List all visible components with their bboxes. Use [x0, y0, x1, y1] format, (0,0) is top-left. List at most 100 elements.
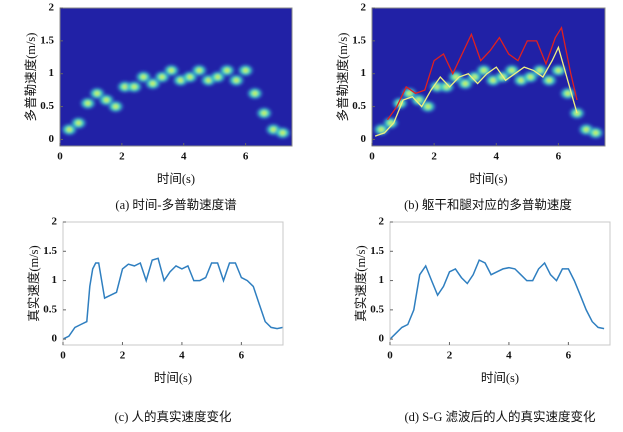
axes-frame	[371, 7, 606, 147]
x-tick-label: 6	[566, 350, 572, 362]
y-tick-label: 0.5	[352, 100, 366, 112]
x-tick-label: 2	[119, 151, 125, 163]
doppler-peak	[528, 74, 533, 80]
doppler-peak	[537, 68, 542, 73]
doppler-peak	[252, 91, 258, 96]
y-tick-label: 0	[52, 333, 58, 345]
x-tick-label: 2	[431, 151, 437, 163]
y-axis-label: 真实速度(m/s)	[353, 245, 368, 321]
y-tick-label: 0.5	[43, 303, 57, 315]
y-tick-label: 1.5	[370, 245, 384, 257]
y-tick-label: 1.5	[43, 245, 57, 257]
doppler-peak	[481, 68, 487, 73]
doppler-peak	[67, 127, 72, 132]
doppler-peak	[379, 127, 384, 132]
doppler-peak	[509, 68, 514, 73]
doppler-peak	[388, 120, 393, 126]
y-tick-label: 2	[361, 2, 367, 14]
doppler-peak	[416, 97, 421, 103]
doppler-peak	[159, 74, 165, 80]
panel: 0 0.5 1 1.5 2 0 2 4 6 时间(s) 多普勒速度(m/s) (a) 时间-多普勒速度…	[23, 2, 293, 212]
plot-frame	[389, 221, 611, 346]
y-axis-label: 真实速度(m/s)	[26, 245, 41, 321]
speed-line	[389, 259, 605, 340]
panel: 0 0.5 1 1.5 2 0 2 4 6 时间(s) 真实速度(m/s) (d) S-G 滤波后的人…	[353, 216, 611, 424]
doppler-peak	[85, 101, 91, 106]
caption: (b) 躯干和腿对应的多普勒速度	[404, 197, 572, 212]
doppler-peak	[574, 110, 580, 116]
axes-frame	[62, 221, 284, 346]
y-axis-label: 多普勒速度(m/s)	[23, 33, 38, 122]
y-tick-label: 1	[361, 67, 367, 79]
doppler-peak	[197, 68, 202, 73]
x-tick-label: 0	[369, 151, 375, 163]
y-tick-label: 2	[49, 2, 55, 14]
spectrogram-energy	[60, 63, 292, 140]
panel: 0 0.5 1 1.5 2 0 2 4 6 时间(s) 多普勒速度(m/s) (b) 躯干和腿对应的多…	[335, 2, 606, 212]
doppler-peak	[243, 68, 248, 73]
y-axis-label: 多普勒速度(m/s)	[335, 33, 350, 122]
speed-line	[62, 257, 284, 340]
spectrogram-energy	[372, 63, 605, 140]
doppler-peak	[472, 74, 477, 80]
x-tick-label: 4	[181, 151, 187, 163]
doppler-peak	[280, 130, 285, 136]
panel: 0 0.5 1 1.5 2 0 2 4 6 时间(s) 真实速度(m/s) (c) 人的真实速度变化	[26, 216, 284, 424]
x-axis-label: 时间(s)	[469, 172, 507, 186]
x-tick-label: 6	[243, 151, 249, 163]
doppler-peak	[104, 97, 109, 103]
y-tick-label: 1	[52, 274, 58, 286]
caption: (a) 时间-多普勒速度谱	[115, 197, 236, 212]
y-tick-label: 1.5	[40, 34, 54, 46]
x-tick-label: 0	[57, 151, 63, 163]
doppler-peak	[463, 81, 468, 86]
axes-frame	[389, 221, 611, 346]
x-axis-label: 时间(s)	[154, 371, 192, 385]
doppler-peak	[453, 74, 459, 80]
plot-frame	[62, 221, 284, 346]
y-tick-label: 2	[379, 216, 385, 228]
x-axis-label: 时间(s)	[157, 172, 195, 186]
y-tick-label: 1	[379, 274, 385, 286]
doppler-peak	[224, 68, 230, 73]
doppler-peak	[261, 110, 267, 116]
y-tick-label: 0.5	[40, 100, 54, 112]
y-tick-label: 0	[49, 133, 55, 145]
doppler-peak	[113, 104, 118, 109]
x-tick-label: 6	[239, 350, 245, 362]
doppler-peak	[234, 78, 239, 83]
doppler-peak	[150, 81, 155, 86]
axes-frame	[59, 7, 293, 147]
doppler-peak	[407, 91, 412, 96]
y-tick-label: 0.5	[370, 303, 384, 315]
doppler-peak	[444, 84, 449, 90]
doppler-peak	[187, 74, 193, 80]
envelope-curve	[374, 45, 578, 137]
x-axis-label: 时间(s)	[481, 371, 519, 385]
doppler-peak	[546, 78, 552, 83]
y-tick-label: 2	[52, 216, 58, 228]
doppler-peak	[425, 104, 431, 109]
x-tick-label: 4	[179, 350, 185, 362]
doppler-peak	[132, 84, 137, 90]
caption: (c) 人的真实速度变化	[115, 409, 232, 424]
doppler-peak	[556, 68, 561, 73]
x-tick-label: 4	[506, 350, 512, 362]
doppler-peak	[215, 74, 220, 80]
x-tick-label: 0	[387, 350, 393, 362]
y-tick-label: 0	[361, 133, 367, 145]
y-tick-label: 0	[379, 333, 385, 345]
caption: (d) S-G 滤波后的人的真实速度变化	[405, 409, 596, 424]
x-tick-label: 2	[447, 350, 453, 362]
doppler-peak	[169, 68, 174, 73]
doppler-peak	[565, 91, 570, 96]
x-tick-label: 2	[120, 350, 126, 362]
y-tick-label: 1.5	[352, 34, 366, 46]
doppler-peak	[141, 74, 146, 80]
doppler-peak	[94, 91, 100, 96]
x-tick-label: 4	[494, 151, 500, 163]
doppler-peak	[76, 120, 81, 126]
x-tick-label: 0	[60, 350, 66, 362]
doppler-peak	[593, 130, 598, 136]
